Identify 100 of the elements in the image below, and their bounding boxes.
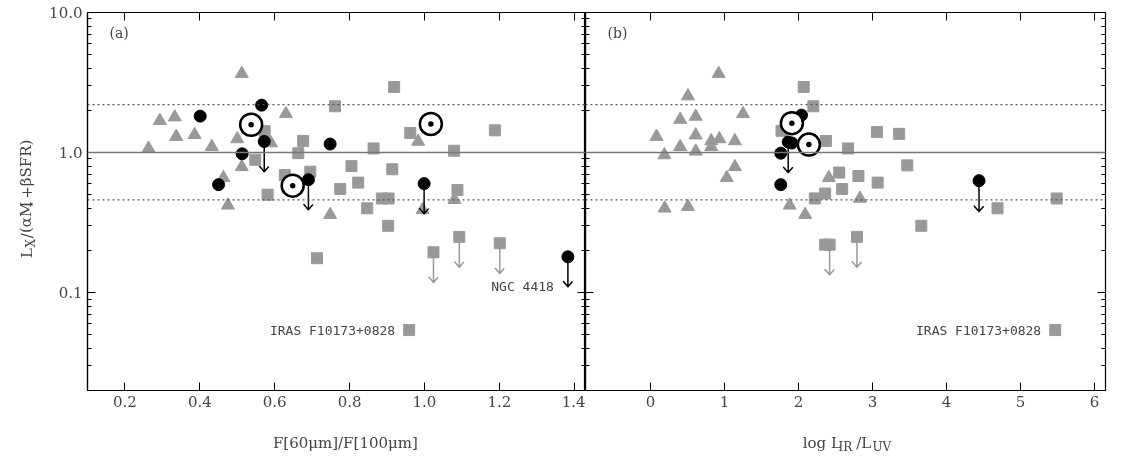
point	[819, 187, 832, 200]
point	[311, 252, 324, 265]
point	[403, 324, 416, 337]
point	[493, 237, 506, 250]
point	[278, 105, 293, 119]
point	[779, 110, 805, 136]
point	[323, 137, 337, 151]
x-tick-label: 2	[793, 392, 804, 411]
point	[141, 140, 156, 153]
point	[249, 153, 262, 166]
x-axis-title: F[60μm]/F[100μm]	[272, 433, 418, 452]
point	[688, 108, 703, 121]
annotation: (b)	[607, 24, 628, 41]
point	[893, 127, 906, 140]
point	[561, 250, 575, 264]
point	[297, 134, 310, 147]
point	[292, 147, 305, 160]
point	[819, 134, 832, 147]
y-tick-label: 1.0	[58, 144, 83, 163]
x-tick-label: 1.4	[561, 392, 586, 411]
point	[280, 173, 305, 198]
point	[972, 174, 986, 188]
point	[836, 182, 849, 195]
x-tick-label: 6	[1089, 392, 1100, 411]
point	[850, 230, 863, 243]
point	[411, 133, 426, 146]
x-tick-label: 1.2	[487, 392, 512, 411]
point	[673, 111, 688, 124]
annotation: (a)	[109, 24, 129, 41]
point	[427, 246, 440, 259]
point	[352, 176, 365, 189]
point	[719, 169, 734, 183]
point	[238, 112, 264, 137]
point	[152, 112, 167, 125]
point	[727, 158, 742, 172]
x-tick-label: 5	[1015, 392, 1026, 411]
point	[417, 177, 431, 191]
x-tick-label: 3	[867, 392, 878, 411]
x-tick-label: 0.2	[113, 392, 137, 411]
point	[167, 109, 182, 122]
point	[234, 158, 249, 172]
point	[727, 132, 742, 146]
point	[361, 202, 374, 215]
point	[451, 184, 464, 197]
point	[852, 170, 865, 183]
point	[852, 190, 867, 203]
x-tick-label: 0.4	[187, 392, 212, 411]
point	[796, 132, 822, 157]
point	[301, 173, 315, 187]
point	[418, 111, 444, 137]
point	[334, 182, 347, 195]
point	[657, 200, 672, 213]
point	[821, 169, 836, 183]
point	[257, 134, 271, 148]
point	[329, 100, 341, 113]
point	[230, 130, 245, 144]
point	[261, 188, 274, 201]
point	[204, 138, 219, 152]
x-tick-label: 0.8	[337, 392, 362, 411]
x-tick-label: 4	[941, 392, 952, 411]
x-tick-label: 1	[719, 392, 730, 411]
point	[807, 100, 820, 113]
point	[736, 105, 751, 119]
point	[382, 219, 395, 232]
point	[234, 65, 249, 78]
point	[382, 192, 395, 205]
x-tick-label: 0.6	[262, 392, 287, 411]
point	[901, 159, 914, 172]
annotation: NGC 4418	[491, 279, 554, 295]
annotation: IRAS F10173+0828	[915, 322, 1042, 338]
y-tick-label: 0.1	[58, 284, 83, 303]
x-tick-label: 0	[645, 392, 656, 411]
point	[712, 130, 727, 144]
point	[774, 178, 788, 192]
point	[255, 98, 269, 112]
point	[657, 147, 672, 160]
point	[388, 80, 401, 93]
point	[448, 144, 461, 157]
y-tick-label: 10.0	[49, 4, 83, 22]
point	[187, 126, 202, 139]
point	[680, 198, 695, 212]
point	[915, 219, 928, 232]
point	[323, 206, 338, 219]
point	[367, 142, 380, 155]
point	[870, 126, 883, 139]
point	[212, 178, 226, 192]
point	[345, 160, 358, 173]
point	[871, 176, 884, 189]
point	[193, 109, 207, 123]
point	[823, 238, 836, 251]
point	[386, 163, 399, 176]
point	[798, 206, 813, 219]
point	[1049, 324, 1062, 337]
point	[220, 197, 235, 210]
point	[688, 127, 703, 140]
point	[782, 197, 797, 210]
point	[649, 128, 664, 141]
point	[1050, 192, 1063, 205]
point	[842, 142, 855, 155]
x-tick-label: 1.0	[412, 392, 437, 411]
